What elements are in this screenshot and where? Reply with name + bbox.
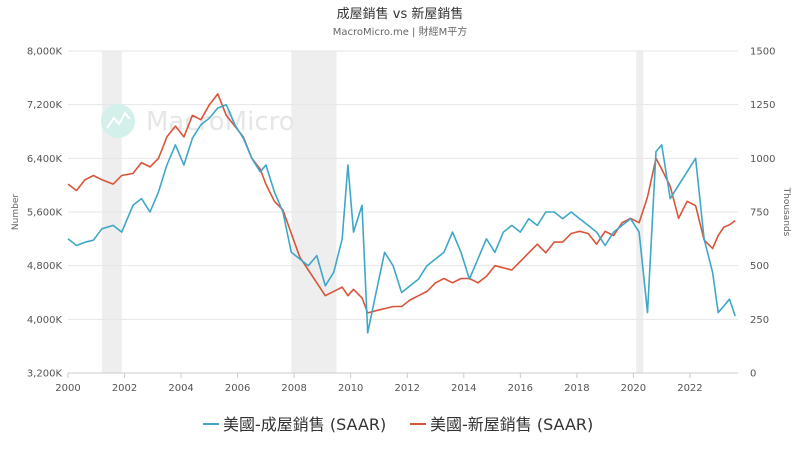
x-tick-label: 2004	[168, 383, 193, 394]
right-tick-label: 250	[750, 315, 769, 326]
watermark-text: MacroMicro	[146, 107, 295, 137]
right-axis-title: Thousands	[781, 187, 791, 237]
x-tick-label: 2018	[564, 383, 589, 394]
x-tick-label: 2022	[677, 383, 702, 394]
right-tick-label: 750	[750, 208, 769, 219]
right-tick-label: 500	[750, 261, 769, 272]
x-tick-label: 2012	[395, 383, 420, 394]
x-tick-label: 2002	[112, 383, 137, 394]
left-tick-label: 4,000K	[27, 315, 63, 326]
left-axis-title: Number	[11, 194, 21, 230]
legend-item-existing[interactable]: 美國-成屋銷售 (SAAR)	[203, 415, 386, 434]
x-tick-label: 2000	[55, 383, 80, 394]
left-tick-label: 6,400K	[27, 154, 63, 165]
left-tick-label: 3,200K	[27, 369, 63, 380]
x-tick-label: 2006	[225, 383, 250, 394]
watermark: MacroMicro	[101, 104, 295, 138]
macromicro-logo-icon	[101, 104, 135, 138]
right-tick-label: 1250	[750, 100, 775, 111]
x-axis: 2000 2002 2004 2006 2008 2010 2012 2014 2016 2018…	[55, 372, 738, 394]
left-tick-label: 4,800K	[27, 261, 63, 272]
x-tick-label: 2020	[621, 383, 646, 394]
legend-item-new[interactable]: 美國-新屋銷售 (SAAR)	[410, 415, 593, 434]
chart-subtitle: MacroMicro.me | 財經M平方	[333, 25, 467, 38]
legend: 美國-成屋銷售 (SAAR) 美國-新屋銷售 (SAAR)	[203, 415, 593, 434]
right-tick-label: 1000	[750, 154, 775, 165]
series-line-existing-home-sales	[67, 103, 736, 334]
logo-chart-stroke	[106, 111, 131, 129]
series-line-new-home-sales	[67, 93, 736, 314]
right-tick-label: 0	[750, 369, 756, 380]
legend-label-existing: 美國-成屋銷售 (SAAR)	[223, 415, 386, 434]
x-tick-label: 2010	[338, 383, 363, 394]
legend-label-new: 美國-新屋銷售 (SAAR)	[430, 415, 593, 434]
series-lines	[67, 93, 736, 334]
right-tick-label: 1500	[750, 47, 775, 58]
left-tick-label: 7,200K	[27, 100, 63, 111]
right-axis: 0 250 500 750 1000 1250 1500	[750, 47, 775, 380]
left-axis: 3,200K 4,000K 4,800K 5,600K 6,400K 7,200K 8,00…	[27, 47, 63, 380]
left-tick-label: 5,600K	[27, 208, 63, 219]
chart-title: 成屋銷售 vs 新屋銷售	[337, 6, 464, 22]
x-tick-label: 2014	[451, 383, 476, 394]
x-tick-label: 2016	[508, 383, 533, 394]
x-tick-label: 2008	[281, 383, 306, 394]
left-tick-label: 8,000K	[27, 47, 63, 58]
